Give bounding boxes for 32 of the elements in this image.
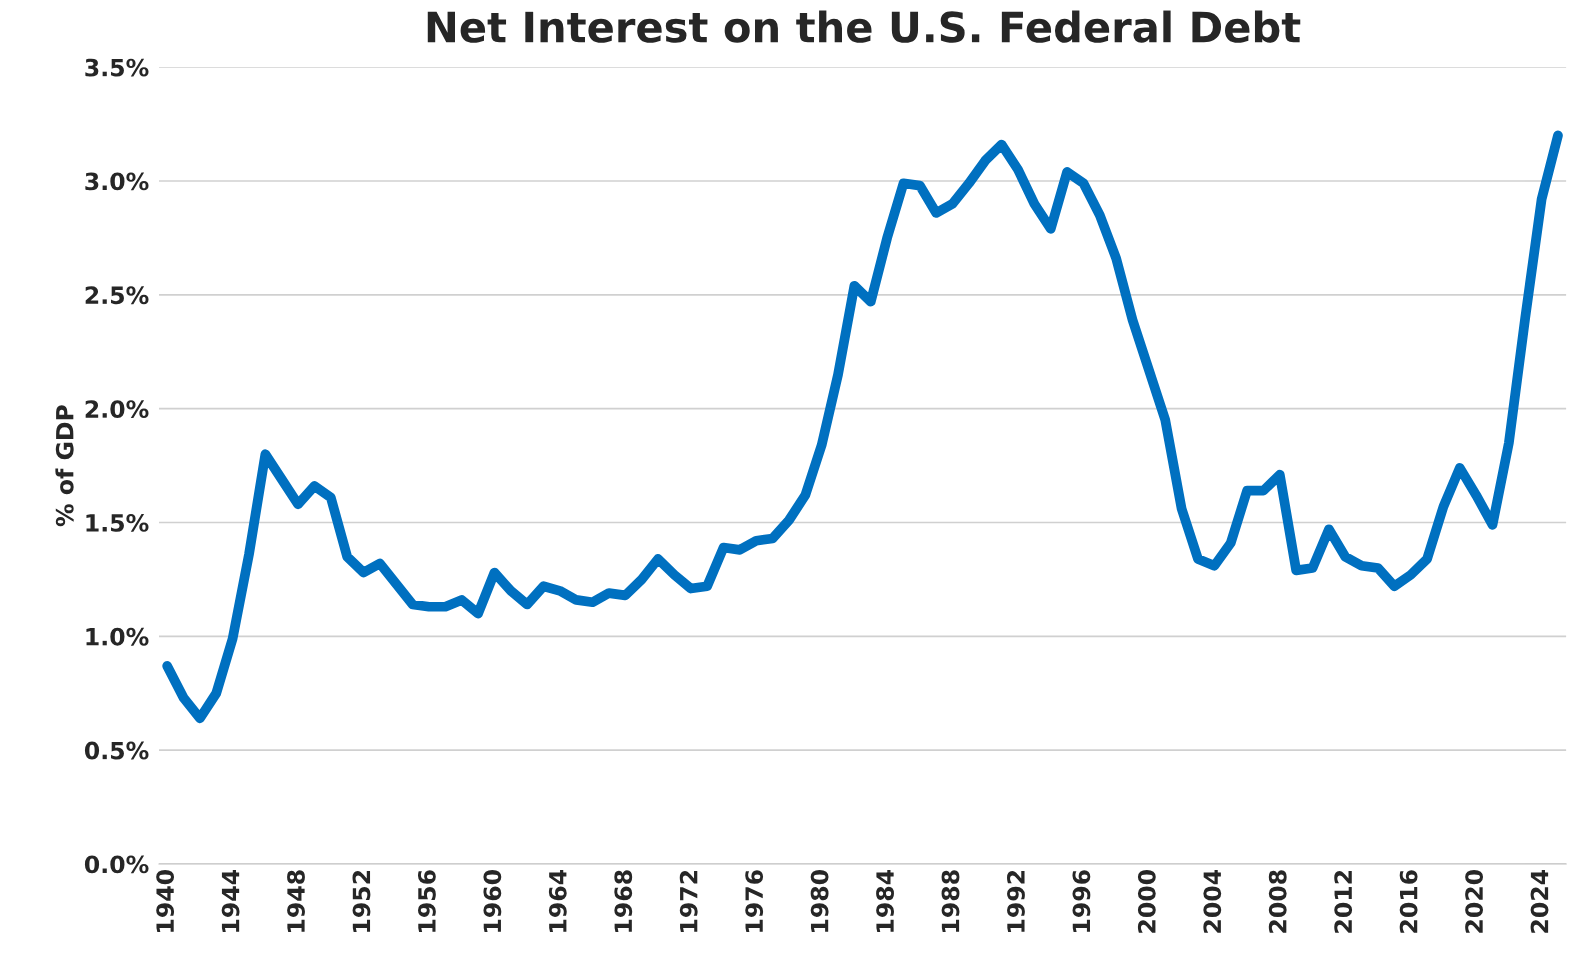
x-tick-label: 1972 [679, 870, 698, 932]
x-tick-label: 2020 [1465, 869, 1484, 933]
y-tick-label: 1.5% [86, 513, 149, 532]
x-tick-label: 1956 [417, 870, 436, 932]
x-tick-label: 2004 [1203, 869, 1222, 933]
x-tick-label: 1988 [941, 870, 960, 932]
x-tick-label: 1980 [810, 869, 829, 932]
y-tick-label: 3.5% [85, 58, 149, 77]
chart-title: Net Interest on the U.S. Federal Debt [427, 10, 1301, 43]
y-axis-title: % of GDP [55, 405, 74, 527]
x-tick-label: 1952 [352, 870, 371, 932]
y-tick-label: 1.0% [86, 627, 149, 646]
x-tick-label: 1964 [548, 869, 567, 932]
x-tick-label: 1992 [1007, 870, 1025, 932]
x-tick-label: 1996 [1072, 870, 1091, 932]
x-tick-label: 1940 [156, 869, 175, 932]
x-tick-label: 2016 [1399, 870, 1418, 933]
y-tick-label: 0.0% [84, 855, 149, 874]
x-tick-label: 2012 [1334, 870, 1353, 933]
x-tick-label: 2008 [1268, 870, 1287, 933]
x-tick-label: 2024 [1530, 869, 1549, 933]
y-tick-label: 0.5% [84, 741, 149, 760]
x-tick-label: 2000 [1137, 869, 1156, 933]
x-tick-label: 1984 [876, 869, 894, 932]
x-tick-label: 1976 [745, 870, 764, 932]
y-tick-label: 2.0% [85, 400, 149, 418]
x-tick-label: 1960 [483, 869, 502, 932]
x-tick-label: 1968 [614, 870, 633, 932]
x-tick-label: 1948 [287, 870, 305, 932]
y-tick-label: 3.0% [85, 172, 149, 191]
y-tick-label: 2.5% [85, 286, 149, 305]
x-tick-label: 1944 [221, 869, 240, 932]
